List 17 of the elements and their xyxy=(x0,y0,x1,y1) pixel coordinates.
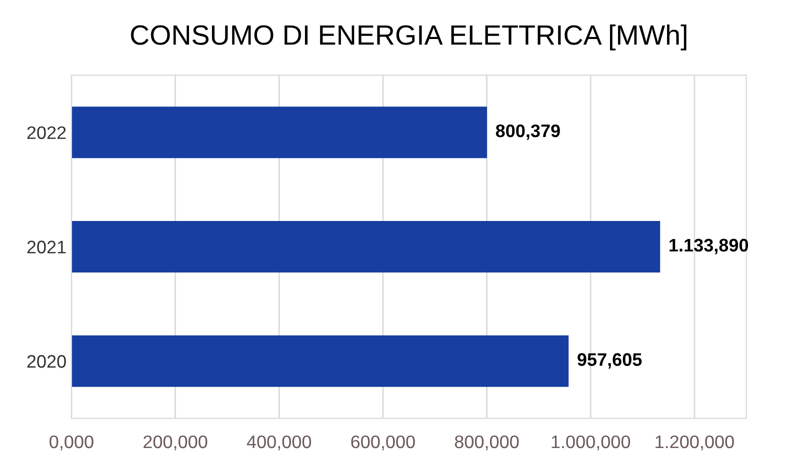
x-tick-label: 600,000 xyxy=(351,435,415,450)
bar xyxy=(71,106,487,158)
x-tick-label: 1.000,000 xyxy=(552,435,630,450)
y-tick-label: 2020 xyxy=(27,355,66,368)
x-tick-label: 0,000 xyxy=(50,435,94,450)
bar xyxy=(71,335,569,387)
x-tick-label: 800,000 xyxy=(454,435,519,450)
chart-title: CONSUMO DI ENERGIA ELETTRICA [MWh] xyxy=(130,24,686,50)
x-tick-label: 400,000 xyxy=(246,435,312,450)
bar xyxy=(71,221,660,272)
data-label: 1.133,890 xyxy=(670,238,748,254)
x-tick-label: 1.200,000 xyxy=(656,435,734,450)
data-label: 800,379 xyxy=(496,124,560,140)
x-tick-label: 200,000 xyxy=(144,435,208,450)
y-tick-label: 2022 xyxy=(27,126,66,140)
data-label: 957,605 xyxy=(578,353,642,369)
y-tick-label: 2021 xyxy=(27,240,66,254)
